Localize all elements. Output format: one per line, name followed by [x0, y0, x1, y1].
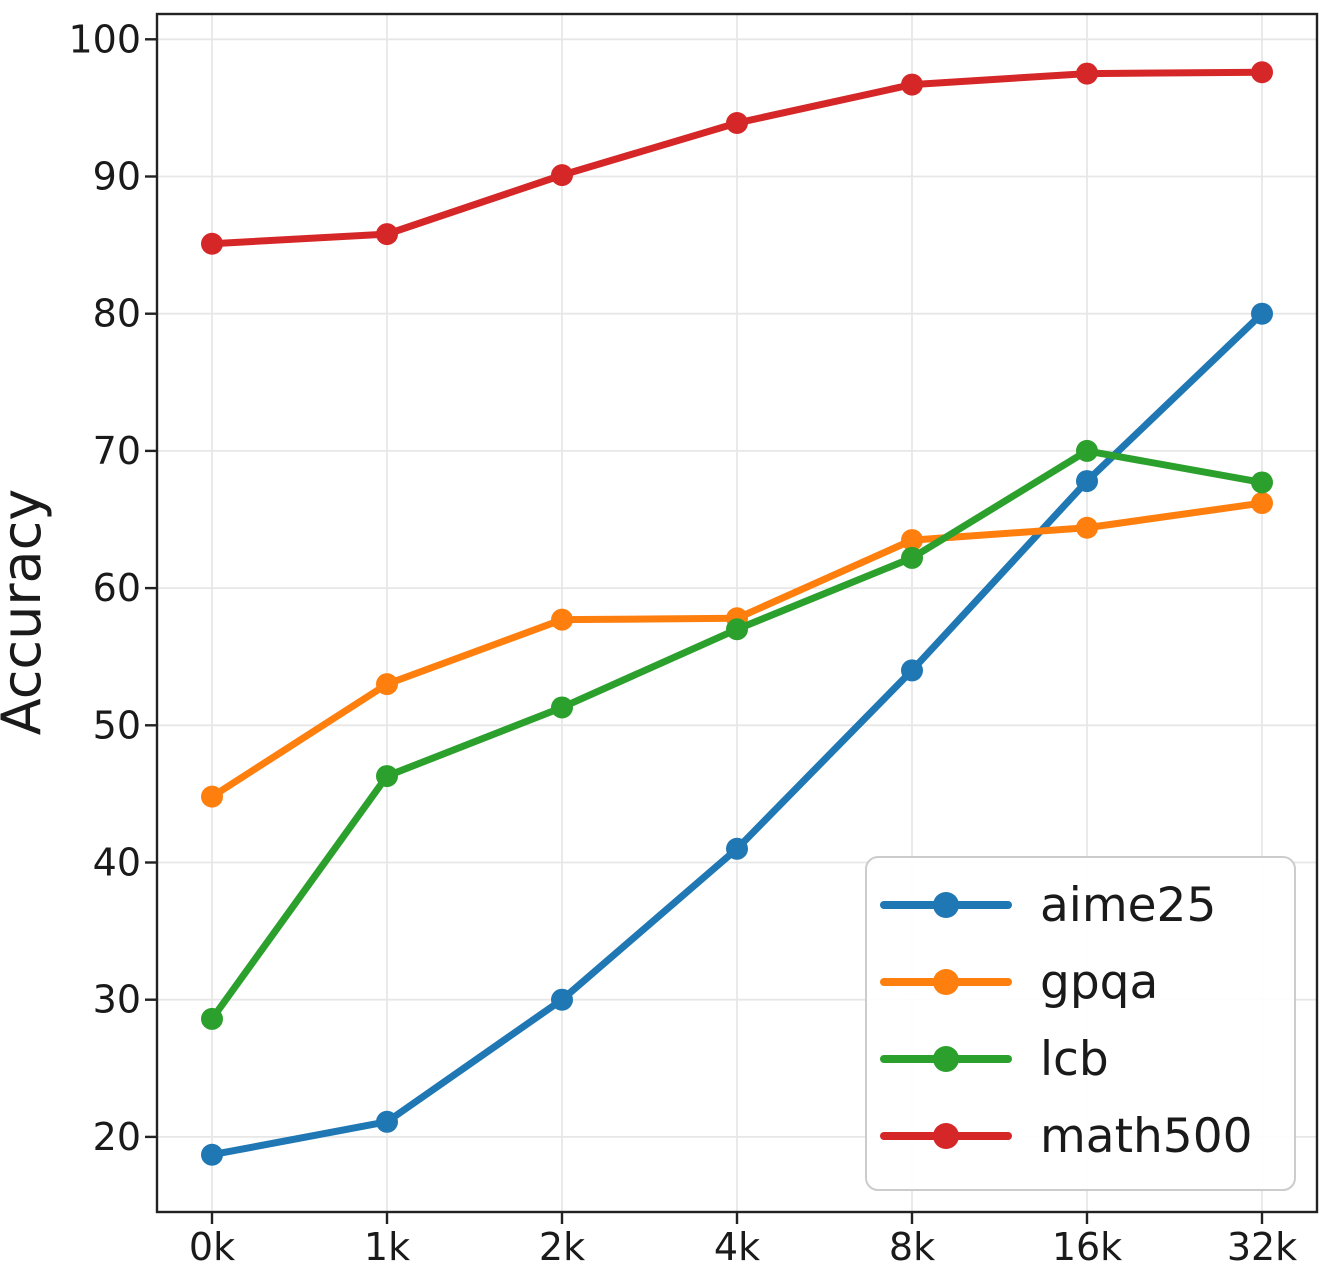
data-point-gpqa-2k [551, 608, 573, 631]
data-point-lcb-32k [1251, 471, 1273, 494]
legend-label-math500: math500 [1040, 1109, 1253, 1164]
x-tick-label-1k: 1k [364, 1225, 410, 1269]
x-tick-label-8k: 8k [889, 1225, 935, 1269]
data-point-aime25-1k [376, 1110, 398, 1133]
data-point-aime25-32k [1251, 302, 1273, 325]
y-tick-label-80: 80 [93, 292, 141, 336]
y-tick-label-50: 50 [93, 703, 141, 747]
data-point-aime25-8k [901, 659, 923, 682]
data-point-math500-2k [551, 164, 573, 187]
data-point-gpqa-32k [1251, 492, 1273, 515]
series-aime25 [201, 302, 1273, 1166]
legend-label-lcb: lcb [1040, 1032, 1109, 1087]
data-point-math500-32k [1251, 61, 1273, 84]
legend-marker-math500 [933, 1123, 959, 1149]
data-point-lcb-16k [1076, 439, 1098, 462]
series-layer [201, 61, 1273, 1166]
x-tick-label-4k: 4k [714, 1225, 760, 1269]
series-math500 [201, 61, 1273, 255]
x-tick-label-2k: 2k [539, 1225, 585, 1269]
legend-box [865, 856, 1296, 1191]
y-axis-label: Accuracy [0, 489, 53, 736]
data-point-gpqa-0k [201, 785, 223, 808]
data-point-math500-1k [376, 223, 398, 246]
data-point-gpqa-8k [901, 529, 923, 552]
data-point-math500-8k [901, 73, 923, 96]
data-point-aime25-2k [551, 988, 573, 1011]
data-point-aime25-4k [726, 837, 748, 860]
x-tick-label-0k: 0k [189, 1225, 235, 1269]
x-tick-label-32k: 32k [1227, 1225, 1297, 1269]
legend-item-aime25: aime25 [880, 878, 1216, 933]
legend-layer: aime25 gpqa lcb math500 [865, 856, 1296, 1191]
data-point-lcb-8k [901, 546, 923, 569]
legend-item-math500: math500 [880, 1109, 1253, 1164]
data-point-math500-0k [201, 232, 223, 255]
y-tick-label-30: 30 [93, 978, 141, 1022]
data-point-lcb-0k [201, 1007, 223, 1030]
legend-item-gpqa: gpqa [880, 955, 1158, 1010]
data-point-aime25-16k [1076, 470, 1098, 493]
data-point-math500-4k [726, 111, 748, 134]
legend-label-gpqa: gpqa [1040, 955, 1158, 1010]
legend-marker-gpqa [933, 969, 959, 995]
y-tick-label-100: 100 [68, 17, 141, 61]
data-point-lcb-1k [376, 765, 398, 788]
x-tick-label-16k: 16k [1052, 1225, 1122, 1269]
data-point-aime25-0k [201, 1143, 223, 1166]
legend-marker-aime25 [933, 892, 959, 918]
y-tick-label-20: 20 [93, 1115, 141, 1159]
y-tick-label-70: 70 [93, 429, 141, 473]
y-tick-label-40: 40 [93, 841, 141, 885]
legend-label-aime25: aime25 [1040, 878, 1216, 933]
series-lcb [201, 439, 1273, 1030]
data-point-lcb-4k [726, 618, 748, 641]
data-point-gpqa-1k [376, 673, 398, 696]
legend-item-lcb: lcb [880, 1032, 1109, 1087]
data-point-gpqa-16k [1076, 516, 1098, 539]
y-tick-label-60: 60 [93, 566, 141, 610]
data-point-lcb-2k [551, 696, 573, 719]
legend-marker-lcb [933, 1046, 959, 1072]
axes-layer: 20 30 40 50 60 70 80 90 100 0k 1k 2k 4k 8k 16k 32k [68, 12, 1319, 1269]
data-point-math500-16k [1076, 62, 1098, 85]
y-tick-label-90: 90 [93, 155, 141, 199]
